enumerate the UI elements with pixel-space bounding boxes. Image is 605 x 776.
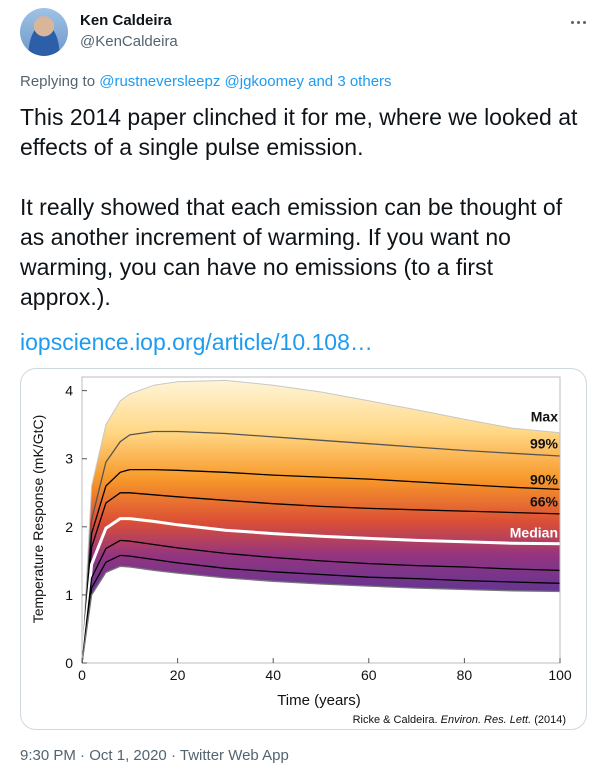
avatar[interactable] (20, 8, 68, 56)
y-axis-label: Temperature Response (mK/GtC) (30, 415, 46, 624)
series-line-lower-5 (82, 539, 560, 663)
x-tick-label: 0 (78, 667, 86, 683)
paper-link[interactable]: iopscience.iop.org/article/10.108… (20, 329, 373, 355)
ensemble-band (82, 380, 560, 663)
y-tick-label: 2 (65, 519, 73, 535)
author-handle[interactable]: @KenCaldeira (80, 33, 178, 50)
tweet-time[interactable]: 9:30 PM (20, 747, 76, 764)
series-line-max (82, 379, 560, 663)
y-tick-label: 1 (65, 587, 73, 603)
series-label-max: Max (531, 408, 558, 424)
series-label-99pct: 99% (530, 436, 559, 452)
mention-jgkoomey[interactable]: @jgkoomey (224, 73, 304, 90)
tweet-media-chart[interactable]: 0 20 40 60 80 100 0 1 2 3 4 Max 99% 90% 66% Median Tim… (20, 368, 587, 730)
series-label-66pct: 66% (530, 493, 559, 509)
tweet-meta: 9:30 PM · Oct 1, 2020 · Twitter Web App (20, 747, 289, 764)
mention-and[interactable]: and (308, 73, 334, 90)
credit-authors: Ricke & Caldeira. (353, 714, 438, 726)
temperature-response-chart: 0 20 40 60 80 100 0 1 2 3 4 Max 99% 90% 66% Median Tim… (30, 376, 572, 726)
series-line-lower-6 (82, 554, 560, 663)
tweet-source[interactable]: Twitter Web App (179, 747, 289, 764)
meta-separator: · (80, 747, 86, 764)
tweet-date[interactable]: Oct 1, 2020 (89, 747, 167, 764)
x-tick-label: 100 (548, 667, 572, 683)
chart-credit: Ricke & Caldeira. Environ. Res. Lett. (2… (353, 714, 566, 726)
y-tick-label: 4 (65, 383, 73, 399)
y-tick-label: 0 (65, 655, 73, 671)
mention-others[interactable]: 3 others (337, 73, 392, 90)
series-line-90pct (82, 468, 560, 663)
mention-rustneversleepz[interactable]: @rustneversleepz (99, 73, 221, 90)
replying-to: Replying to @rustneversleepz @jgkoomey a… (20, 73, 392, 90)
x-tick-label: 60 (361, 667, 377, 683)
x-tick-label: 80 (457, 667, 473, 683)
credit-year: (2014) (534, 714, 566, 726)
series-line-median (82, 517, 560, 663)
series-line-lower-7 (82, 565, 560, 663)
replying-to-label: Replying to (20, 73, 96, 90)
more-icon[interactable] (566, 10, 590, 34)
credit-journal: Environ. Res. Lett. (441, 714, 532, 726)
x-tick-label: 40 (265, 667, 281, 683)
author-name[interactable]: Ken Caldeira (80, 12, 172, 29)
meta-separator-2: · (170, 747, 176, 764)
series-label-median: Median (510, 525, 558, 541)
y-tick-label: 3 (65, 451, 73, 467)
series-label-90pct: 90% (530, 472, 559, 488)
x-axis-label: Time (years) (277, 692, 361, 709)
series-line-99pct (82, 430, 560, 663)
series-line-66pct (82, 492, 560, 663)
tweet-text: This 2014 paper clinched it for me, wher… (20, 104, 578, 310)
plot-frame (81, 376, 561, 664)
x-tick-label: 20 (170, 667, 186, 683)
